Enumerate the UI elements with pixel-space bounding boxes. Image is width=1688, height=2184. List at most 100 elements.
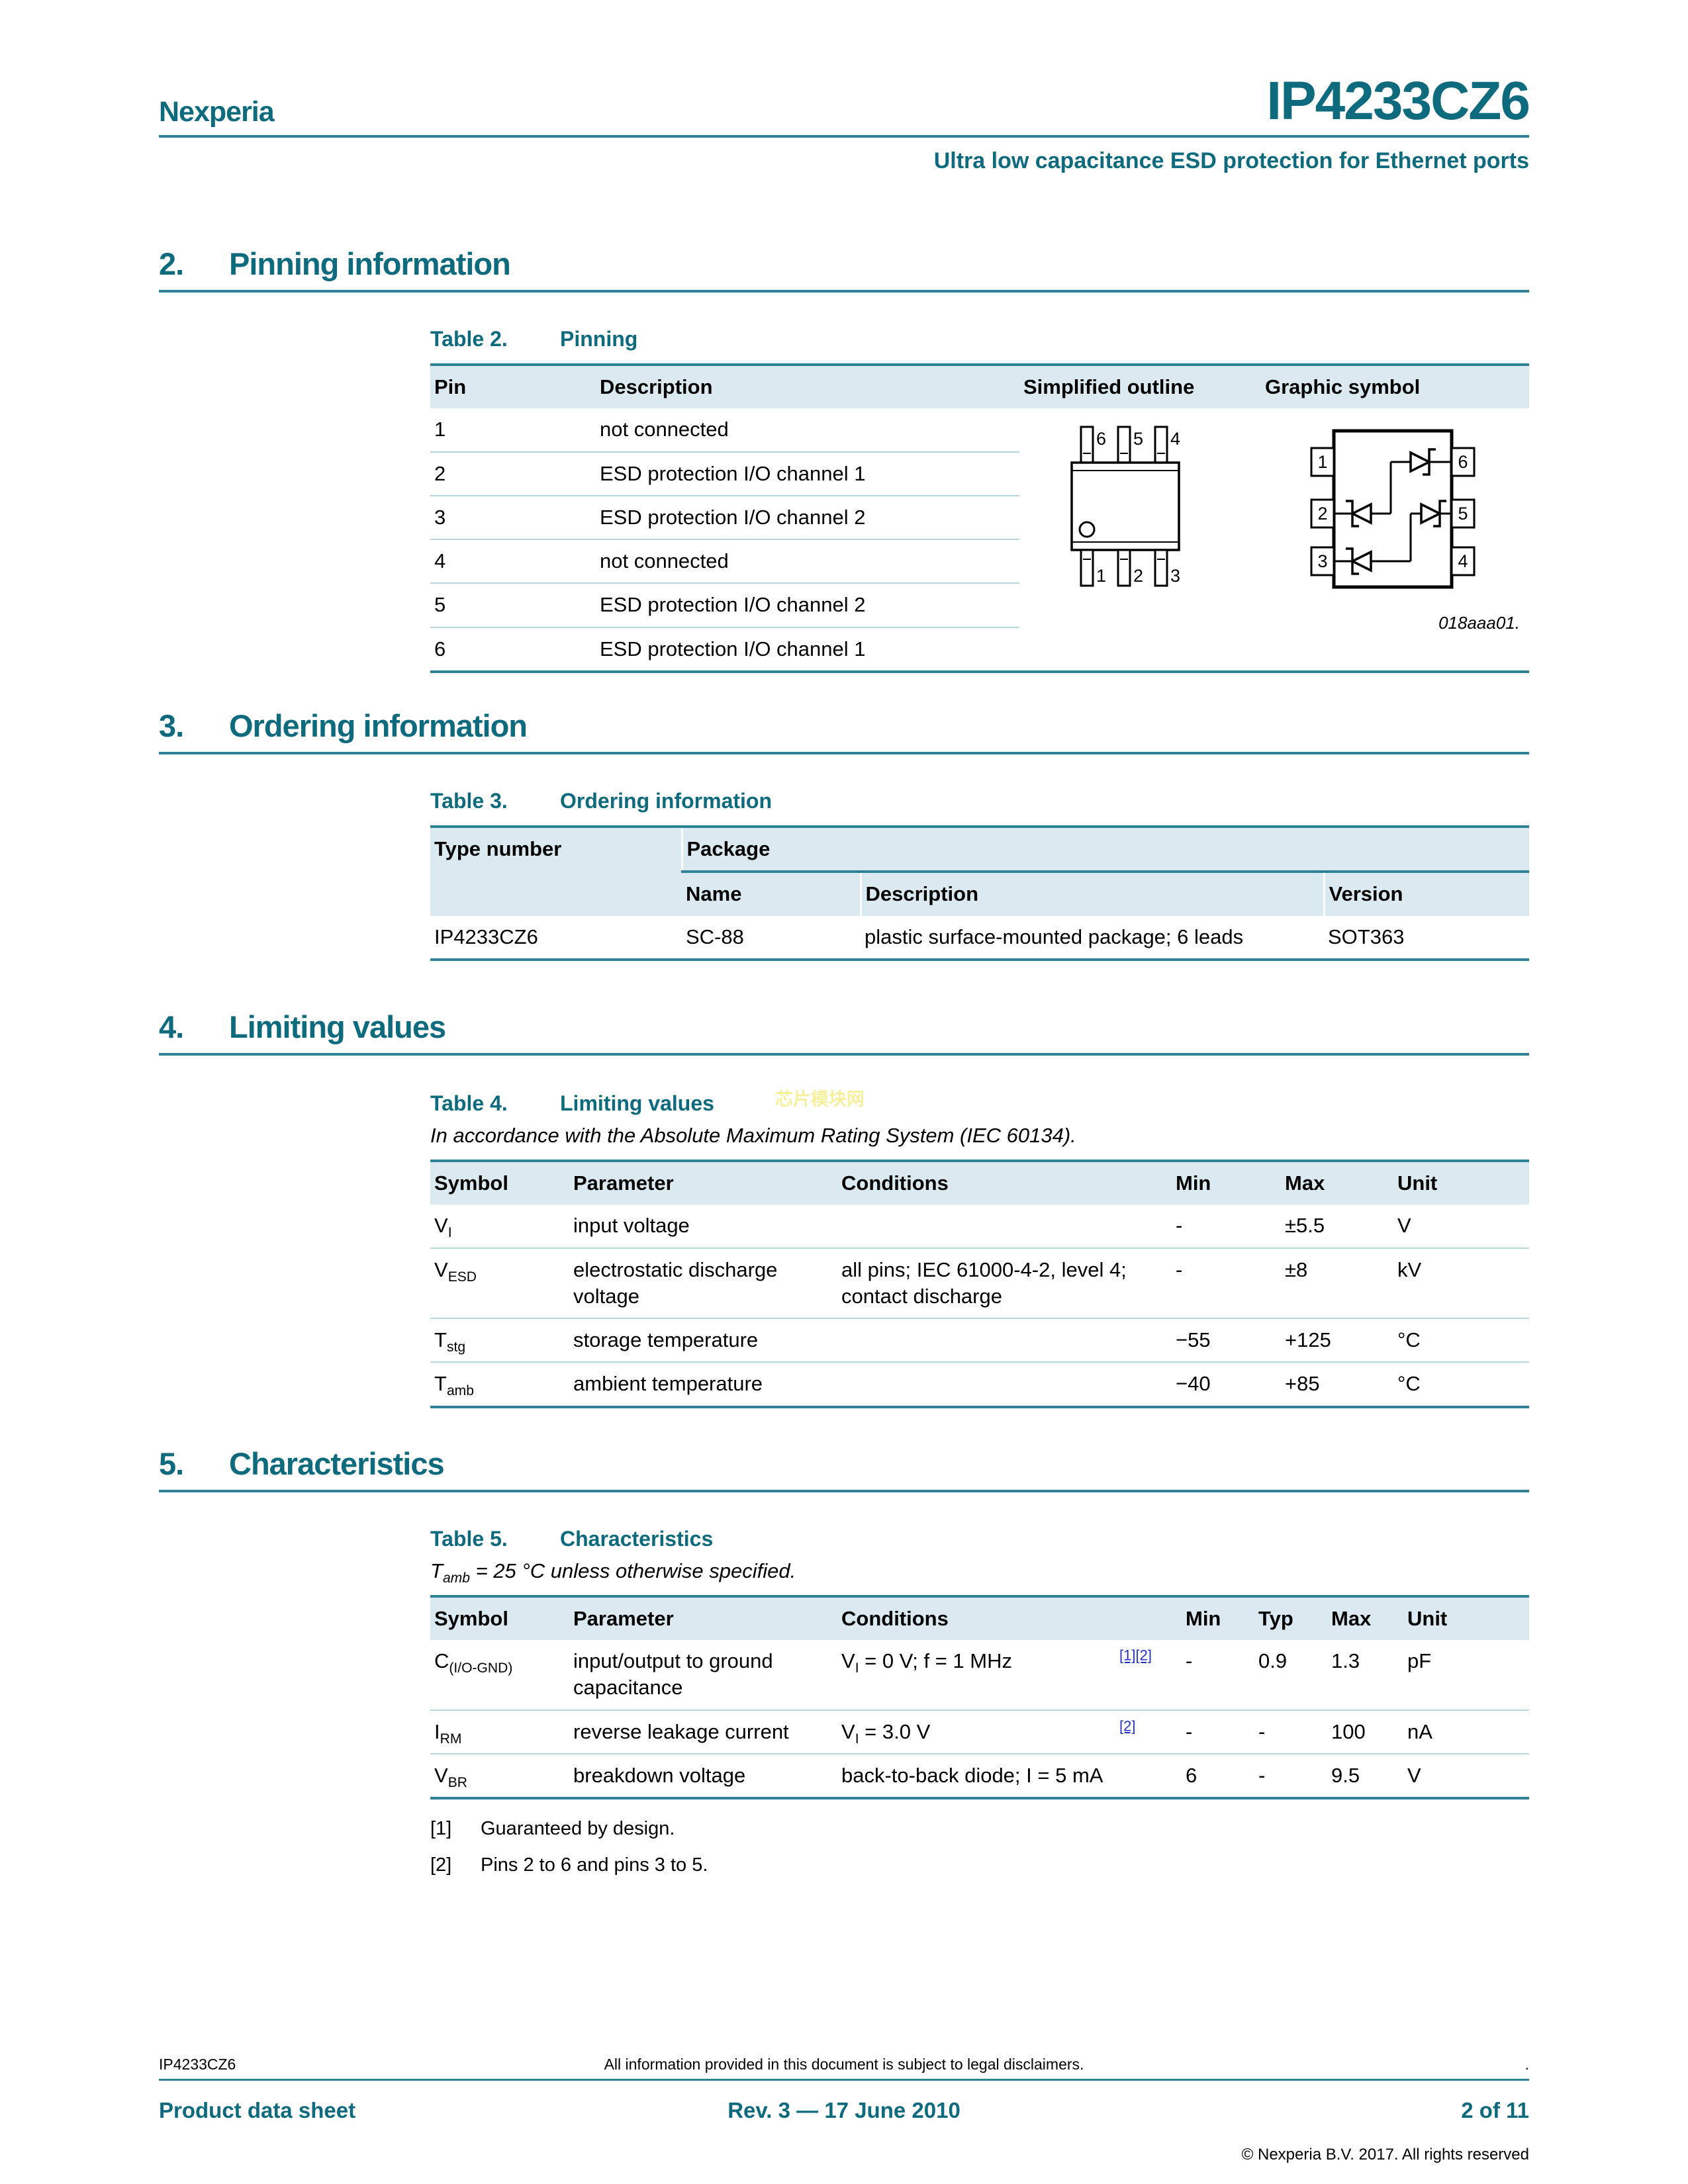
outline-pin-label: 6 — [1096, 429, 1106, 449]
cell-symbol: VBR — [434, 1763, 467, 1791]
cell-parameter: storage temperature — [569, 1318, 837, 1363]
diode-icon — [1345, 547, 1372, 576]
cell-unit: °C — [1397, 1372, 1421, 1396]
section-divider — [159, 290, 1529, 293]
symbol-pin-label: 2 — [1317, 504, 1327, 523]
cell-parameter: input voltage — [569, 1205, 837, 1249]
table-row: 2 ESD protection I/O channel 1 — [430, 451, 1529, 496]
graphic-symbol-figure: 1 2 3 6 5 4 018aaa01. — [1261, 408, 1529, 672]
cell-pin: 5 — [430, 583, 596, 628]
cell-min: −55 — [1172, 1318, 1281, 1363]
cell-min: −40 — [1176, 1372, 1211, 1396]
cell-max: 100 — [1327, 1709, 1403, 1754]
outline-pin-label: 1 — [1096, 566, 1106, 586]
cell-pin: 4 — [430, 539, 596, 584]
table5-note: Tamb = 25 °C unless otherwise specified. — [430, 1559, 796, 1586]
footnote-text: Pins 2 to 6 and pins 3 to 5. — [481, 1854, 708, 1876]
cell-description: not connected — [596, 408, 1019, 453]
col-header-outline: Simplified outline — [1019, 363, 1261, 409]
cell-max: +85 — [1285, 1372, 1320, 1396]
cell-min: - — [1182, 1640, 1254, 1711]
cell-symbol: C(I/O-GND) — [430, 1640, 569, 1711]
section-heading: 4. Limiting values — [159, 1009, 1529, 1045]
cell-description: ESD protection I/O channel 2 — [596, 495, 1019, 541]
col-header-symbol: Symbol — [430, 1159, 569, 1205]
page-footer: IP4233CZ6 All information provided in th… — [159, 2056, 1529, 2164]
col-header-type-number: Type number — [430, 825, 682, 916]
footer-meta-row: IP4233CZ6 All information provided in th… — [159, 2056, 1529, 2073]
footnote-ref-link[interactable]: [2] — [1119, 1717, 1136, 1735]
section-ordering: 3. Ordering information — [159, 707, 1529, 755]
cell-fnref — [1115, 1754, 1182, 1798]
table5-caption: Table 5. Characteristics — [430, 1526, 714, 1551]
footnote-ref-link[interactable]: [1] — [1119, 1647, 1136, 1664]
cell-unit: nA — [1403, 1709, 1529, 1754]
diode-icon — [1419, 500, 1446, 528]
cell-conditions: VI = 0 V; f = 1 MHz — [837, 1640, 1115, 1711]
outline-pin-label: 4 — [1170, 429, 1180, 449]
col-header-min: Min — [1172, 1159, 1281, 1205]
cell-typ: 0.9 — [1254, 1640, 1327, 1711]
cell-package-description: plastic surface-mounted package; 6 leads — [865, 925, 1244, 948]
cell-unit: pF — [1403, 1640, 1529, 1711]
header-divider — [159, 135, 1529, 138]
outline-pin-label: 3 — [1170, 566, 1180, 586]
part-number-title: IP4233CZ6 — [1266, 71, 1530, 131]
cell-fnref: [1][2] — [1115, 1640, 1182, 1711]
col-header-description: Description — [596, 363, 1019, 409]
table-row: 3 ESD protection I/O channel 2 — [430, 495, 1529, 541]
section-number: 2. — [159, 246, 184, 281]
col-header-max: Max — [1327, 1594, 1403, 1641]
footnote-marker: [1] — [430, 1818, 452, 1840]
cell-description: ESD protection I/O channel 1 — [596, 451, 1019, 496]
footnote-ref-link[interactable]: [2] — [1135, 1647, 1152, 1664]
cell-package-name: SC-88 — [686, 925, 744, 948]
cell-pin: 2 — [430, 451, 596, 496]
col-header-package: Package — [680, 825, 1530, 873]
table-row: IRM reverse leakage current VI = 3.0 V [… — [430, 1709, 1529, 1754]
section-heading: 2. Pinning information — [159, 246, 1529, 282]
table-row: VI input voltage - ±5.5 V — [430, 1205, 1529, 1249]
cell-description: not connected — [596, 539, 1019, 584]
cell-unit: V — [1407, 1763, 1421, 1787]
cell-type-number: IP4233CZ6 — [434, 925, 538, 948]
cell-symbol: IRM — [430, 1709, 569, 1754]
brand-logo: Nexperia — [159, 96, 275, 128]
footer-disclaimer: All information provided in this documen… — [604, 2056, 1084, 2073]
diode-icon — [1345, 500, 1372, 528]
outline-pin-label: 2 — [1133, 566, 1143, 586]
section-divider — [159, 1052, 1529, 1056]
col-header-unit: Unit — [1393, 1159, 1529, 1205]
section-limiting: 4. Limiting values — [159, 1009, 1529, 1056]
cell-symbol: Tamb — [434, 1372, 474, 1399]
col-header-version: Version — [1323, 870, 1530, 916]
cell-max: 1.3 — [1327, 1640, 1403, 1711]
symbol-pin-label: 5 — [1458, 504, 1468, 523]
section-title-text: Characteristics — [229, 1445, 445, 1481]
section-number: 4. — [159, 1009, 184, 1044]
col-header-unit: Unit — [1403, 1594, 1529, 1641]
cell-unit: °C — [1393, 1318, 1529, 1363]
cell-description: ESD protection I/O channel 2 — [596, 583, 1019, 628]
table-row: Tamb ambient temperature −40 +85 °C — [430, 1362, 1529, 1406]
diode-icon — [1409, 448, 1436, 477]
cell-parameter: reverse leakage current — [569, 1709, 837, 1754]
document-header: Nexperia IP4233CZ6 — [159, 71, 1530, 131]
symbol-pin-label: 3 — [1317, 551, 1327, 571]
characteristics-table: Symbol Parameter Conditions Min Typ Max … — [430, 1594, 1529, 1800]
cell-conditions: back-to-back diode; I = 5 mA — [841, 1763, 1103, 1787]
cell-max: 9.5 — [1331, 1763, 1360, 1787]
limiting-values-table: Symbol Parameter Conditions Min Max Unit… — [430, 1159, 1529, 1408]
table-row: Tstg storage temperature −55 +125 °C — [430, 1318, 1529, 1363]
footer-divider — [159, 2079, 1529, 2081]
footer-revision: Rev. 3 — 17 June 2010 — [727, 2098, 961, 2122]
section-heading: 5. Characteristics — [159, 1445, 1529, 1482]
cell-symbol: Tstg — [430, 1318, 569, 1363]
pinning-table: Pin Description Simplified outline Graph… — [430, 363, 1529, 674]
cell-min: 6 — [1186, 1763, 1197, 1787]
footnote-item: [2] Pins 2 to 6 and pins 3 to 5. — [430, 1854, 1529, 1876]
footer-main-row: Product data sheet Rev. 3 — 17 June 2010… — [159, 2098, 1529, 2123]
symbol-pin-label: 1 — [1317, 452, 1327, 472]
table-row: 4 not connected — [430, 539, 1529, 584]
section-title-text: Ordering information — [229, 708, 528, 744]
